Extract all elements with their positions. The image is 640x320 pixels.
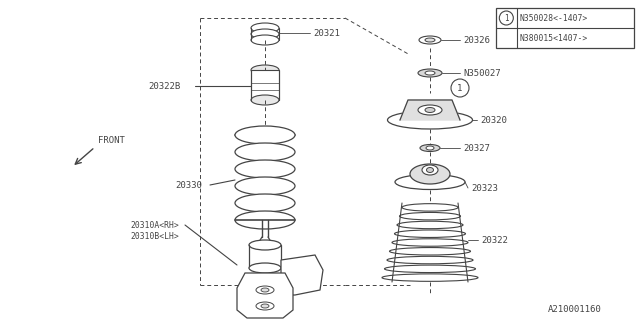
Ellipse shape	[251, 29, 279, 39]
Text: N350028<-1407>: N350028<-1407>	[520, 13, 588, 22]
Text: 20326: 20326	[463, 36, 490, 44]
Ellipse shape	[251, 23, 279, 33]
Ellipse shape	[399, 212, 461, 220]
Ellipse shape	[261, 304, 269, 308]
Text: 1: 1	[458, 84, 463, 92]
Ellipse shape	[251, 65, 279, 75]
Circle shape	[499, 11, 513, 25]
Text: 20323: 20323	[471, 183, 498, 193]
Ellipse shape	[249, 240, 281, 250]
Ellipse shape	[387, 256, 473, 264]
Ellipse shape	[425, 38, 435, 42]
Text: N380015<1407->: N380015<1407->	[520, 34, 588, 43]
Ellipse shape	[235, 177, 295, 195]
Ellipse shape	[418, 105, 442, 115]
Ellipse shape	[418, 69, 442, 77]
Circle shape	[451, 79, 469, 97]
Ellipse shape	[256, 302, 274, 310]
Ellipse shape	[420, 145, 440, 151]
Ellipse shape	[425, 71, 435, 75]
Ellipse shape	[261, 288, 269, 292]
Bar	[496, 8, 634, 48]
Ellipse shape	[419, 36, 441, 44]
Text: 20310A<RH>: 20310A<RH>	[130, 220, 179, 229]
Ellipse shape	[235, 126, 295, 144]
Ellipse shape	[426, 146, 434, 150]
Ellipse shape	[249, 263, 281, 273]
Ellipse shape	[390, 248, 470, 255]
Ellipse shape	[256, 286, 274, 294]
Ellipse shape	[422, 165, 438, 175]
Ellipse shape	[392, 239, 468, 246]
Ellipse shape	[235, 211, 295, 229]
Text: 1: 1	[504, 13, 509, 22]
Text: N350027: N350027	[463, 68, 500, 77]
Ellipse shape	[251, 35, 279, 45]
Polygon shape	[237, 273, 293, 318]
Ellipse shape	[395, 174, 465, 189]
Text: A210001160: A210001160	[548, 306, 602, 315]
Text: 20330: 20330	[175, 180, 202, 189]
Ellipse shape	[235, 194, 295, 212]
Text: 20322: 20322	[481, 236, 508, 244]
Text: FRONT: FRONT	[98, 136, 125, 145]
Text: 20320: 20320	[480, 116, 507, 124]
Ellipse shape	[397, 221, 463, 229]
Text: 20322B: 20322B	[148, 82, 180, 91]
Ellipse shape	[425, 108, 435, 113]
Ellipse shape	[394, 230, 465, 237]
Ellipse shape	[410, 164, 450, 184]
Ellipse shape	[387, 111, 472, 129]
Ellipse shape	[385, 265, 476, 273]
Ellipse shape	[235, 160, 295, 178]
Text: 20321: 20321	[313, 28, 340, 37]
Ellipse shape	[382, 274, 478, 281]
Polygon shape	[400, 100, 460, 120]
Ellipse shape	[426, 167, 433, 172]
Text: 20327: 20327	[463, 143, 490, 153]
Bar	[251, 70, 279, 100]
Ellipse shape	[251, 95, 279, 105]
Polygon shape	[281, 255, 323, 295]
Ellipse shape	[235, 143, 295, 161]
Text: 20310B<LH>: 20310B<LH>	[130, 231, 179, 241]
Ellipse shape	[402, 204, 458, 211]
